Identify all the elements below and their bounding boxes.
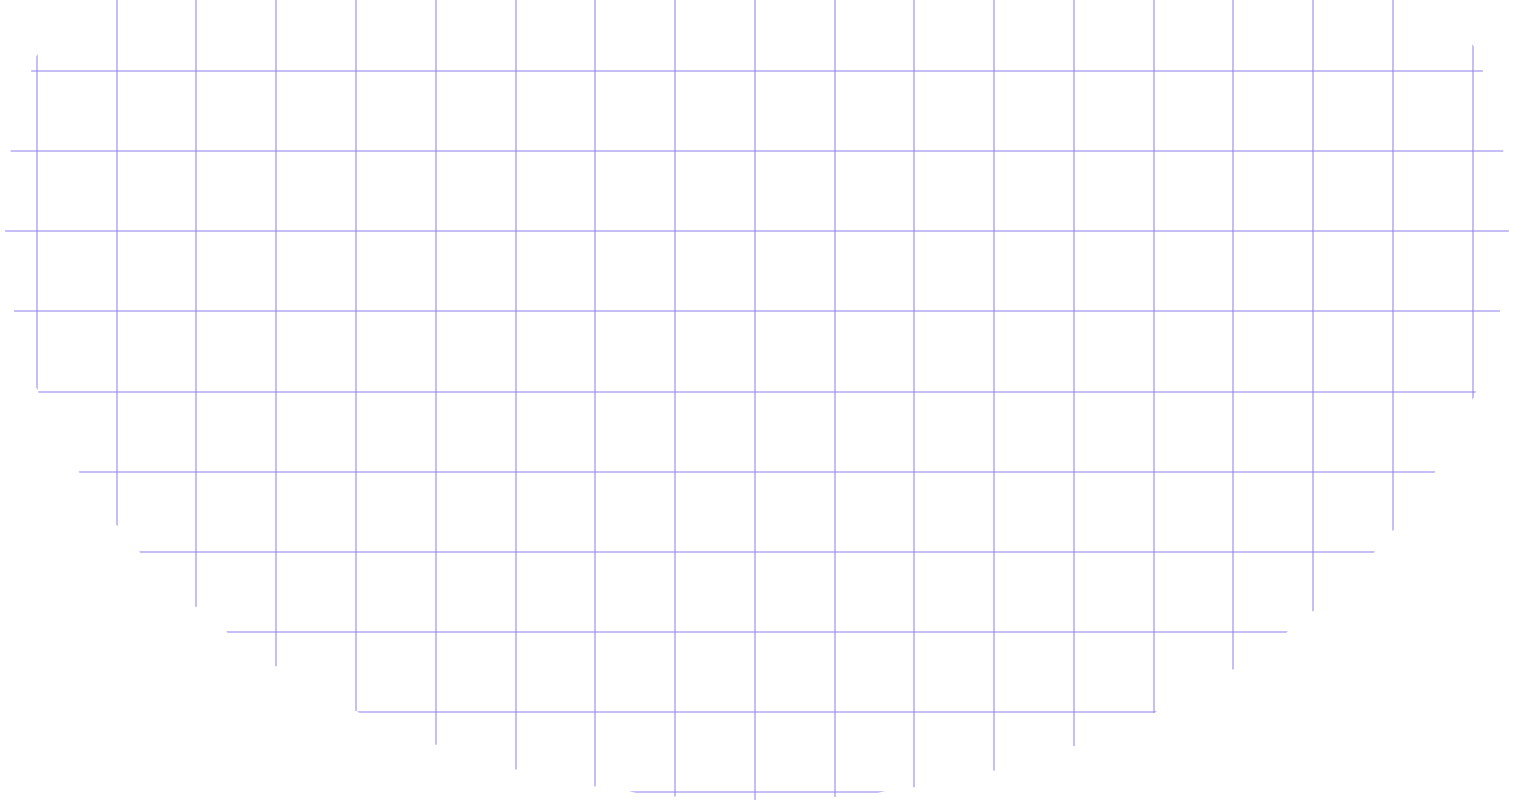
grid-svg (0, 0, 1518, 802)
canvas-background (0, 0, 1518, 802)
grid-canvas (0, 0, 1518, 802)
